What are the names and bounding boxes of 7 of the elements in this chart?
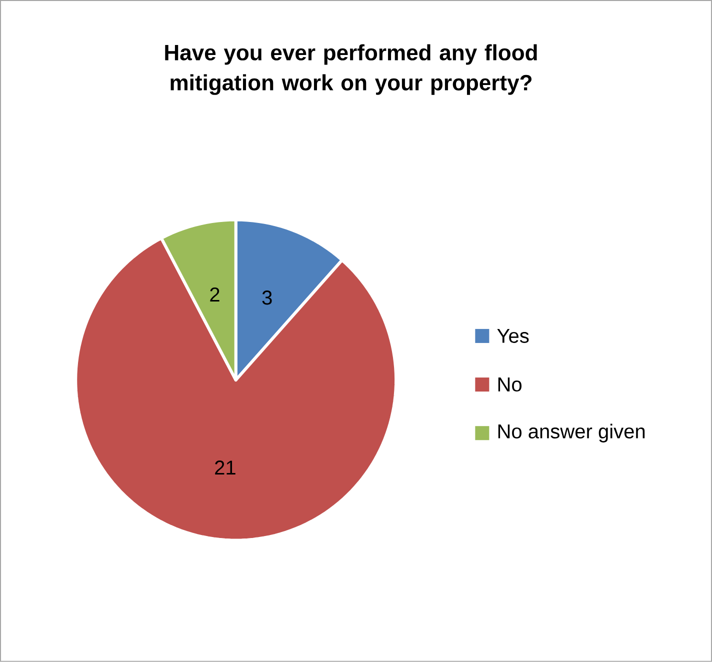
legend-label: No bbox=[498, 378, 522, 392]
data-label: 2 bbox=[210, 288, 220, 302]
legend-label: Yes bbox=[497, 329, 529, 343]
legend-label: No answer given bbox=[498, 424, 645, 442]
data-label: 3 bbox=[262, 290, 272, 305]
chart-title: Have you ever performed any flood mitigation work on your property? bbox=[165, 44, 537, 95]
data-label: 21 bbox=[215, 460, 236, 475]
